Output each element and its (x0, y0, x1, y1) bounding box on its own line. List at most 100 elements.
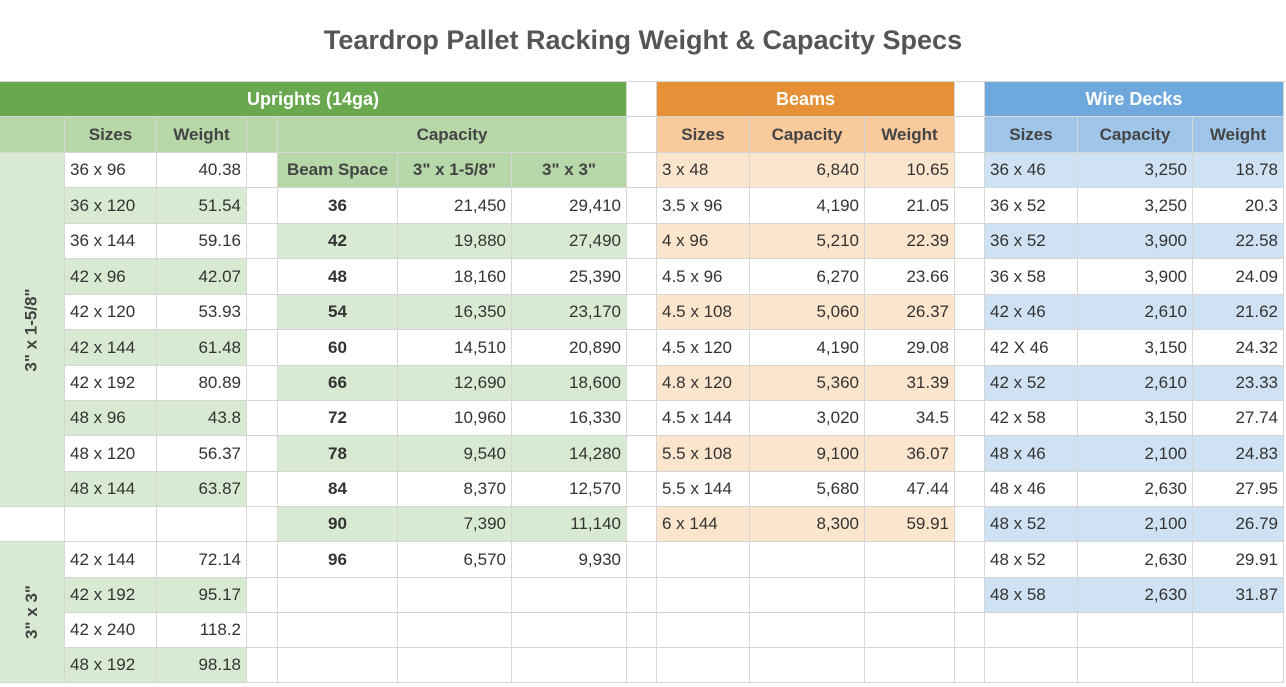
beams-band: Beams (657, 82, 955, 117)
upright-size: 42 x 240 (65, 613, 157, 648)
upright-weight: 72.14 (157, 542, 247, 578)
upright-size: 48 x 192 (65, 648, 157, 683)
beam-size: 4.8 x 120 (657, 366, 750, 401)
wire-deck-capacity: 3,150 (1078, 401, 1193, 436)
beam-weight: 59.91 (865, 507, 955, 542)
uprights-band: Uprights (14ga) (0, 82, 627, 117)
wire-deck-capacity: 2,100 (1078, 507, 1193, 542)
empty-cell (1193, 648, 1284, 683)
empty-cell (750, 648, 865, 683)
spacer-cell (955, 401, 985, 436)
spacer-cell (247, 366, 278, 401)
capacity-value: 29,410 (512, 188, 627, 224)
upright-size: 36 x 96 (65, 153, 157, 188)
capacity-value: 11,140 (512, 507, 627, 542)
upright-weight: 59.16 (157, 224, 247, 259)
upright-size: 42 x 96 (65, 259, 157, 295)
wire-deck-size: 42 X 46 (985, 330, 1078, 366)
wire-deck-weight: 24.09 (1193, 259, 1284, 295)
spacer-cell (627, 117, 657, 153)
beam-size: 4.5 x 144 (657, 401, 750, 436)
empty-cell (750, 542, 865, 578)
upright-size: 42 x 192 (65, 366, 157, 401)
wire-decks-column-header: Capacity (1078, 117, 1193, 153)
beam-capacity: 6,840 (750, 153, 865, 188)
beam-size: 4.5 x 120 (657, 330, 750, 366)
beam-capacity: 4,190 (750, 188, 865, 224)
wire-deck-size: 36 x 58 (985, 259, 1078, 295)
wire-deck-weight: 24.83 (1193, 436, 1284, 472)
spacer-cell (247, 224, 278, 259)
beam-weight: 31.39 (865, 366, 955, 401)
upright-group-label: 3" x 1-5/8" (0, 153, 65, 507)
beam-space: 96 (278, 542, 398, 578)
wire-deck-weight: 18.78 (1193, 153, 1284, 188)
upright-weight: 61.48 (157, 330, 247, 366)
wire-deck-weight: 21.62 (1193, 295, 1284, 330)
upright-size: 42 x 144 (65, 330, 157, 366)
wire-deck-capacity: 2,100 (1078, 436, 1193, 472)
beam-weight: 23.66 (865, 259, 955, 295)
spacer-cell (955, 542, 985, 578)
capacity-value: 9,930 (512, 542, 627, 578)
capacity-value: 16,330 (512, 401, 627, 436)
wire-decks-column-header: Sizes (985, 117, 1078, 153)
page-title: Teardrop Pallet Racking Weight & Capacit… (0, 0, 1286, 82)
beam-capacity: 5,210 (750, 224, 865, 259)
capacity-column-header: Beam Space (278, 153, 398, 188)
spacer-cell (247, 648, 278, 683)
beams-column-header: Sizes (657, 117, 750, 153)
wire-deck-weight: 22.58 (1193, 224, 1284, 259)
upright-size: 42 x 192 (65, 578, 157, 613)
wire-deck-capacity: 2,610 (1078, 366, 1193, 401)
wire-deck-size: 36 x 52 (985, 188, 1078, 224)
uprights-sizes-header: Sizes (65, 117, 157, 153)
wire-deck-capacity: 3,150 (1078, 330, 1193, 366)
capacity-value: 14,510 (398, 330, 512, 366)
uprights-weight-header: Weight (157, 117, 247, 153)
upright-weight: 95.17 (157, 578, 247, 613)
wire-deck-size: 48 x 58 (985, 578, 1078, 613)
empty-cell (1078, 648, 1193, 683)
beam-weight: 10.65 (865, 153, 955, 188)
wire-deck-capacity: 3,900 (1078, 224, 1193, 259)
wire-deck-weight: 29.91 (1193, 542, 1284, 578)
spacer-cell (247, 330, 278, 366)
capacity-value: 27,490 (512, 224, 627, 259)
beam-space: 36 (278, 188, 398, 224)
capacity-value: 12,570 (512, 472, 627, 507)
wire-decks-band: Wire Decks (985, 82, 1284, 117)
wire-deck-size: 42 x 52 (985, 366, 1078, 401)
wire-deck-weight: 24.32 (1193, 330, 1284, 366)
upright-group-label-text: 3" x 1-5/8" (22, 287, 42, 372)
beam-capacity: 9,100 (750, 436, 865, 472)
beams-column-header: Weight (865, 117, 955, 153)
beam-weight: 36.07 (865, 436, 955, 472)
empty-cell (750, 613, 865, 648)
wire-deck-weight: 23.33 (1193, 366, 1284, 401)
upright-weight: 98.18 (157, 648, 247, 683)
spacer-cell (627, 259, 657, 295)
beam-space: 48 (278, 259, 398, 295)
wire-deck-size: 48 x 46 (985, 472, 1078, 507)
spacer-cell (627, 542, 657, 578)
capacity-column-header: 3" x 3" (512, 153, 627, 188)
capacity-value: 12,690 (398, 366, 512, 401)
capacity-value: 23,170 (512, 295, 627, 330)
capacity-value: 14,280 (512, 436, 627, 472)
empty-cell (657, 542, 750, 578)
empty-cell (512, 578, 627, 613)
spacer-cell (955, 613, 985, 648)
spacer-cell (955, 648, 985, 683)
spacer-cell (627, 366, 657, 401)
wire-deck-size: 42 x 58 (985, 401, 1078, 436)
wire-deck-size: 36 x 52 (985, 224, 1078, 259)
beam-space: 90 (278, 507, 398, 542)
spacer-cell (955, 472, 985, 507)
spacer-cell (247, 578, 278, 613)
empty-cell (65, 507, 157, 542)
beam-size: 6 x 144 (657, 507, 750, 542)
spacer-cell (627, 82, 657, 117)
beam-space: 60 (278, 330, 398, 366)
capacity-value: 18,600 (512, 366, 627, 401)
